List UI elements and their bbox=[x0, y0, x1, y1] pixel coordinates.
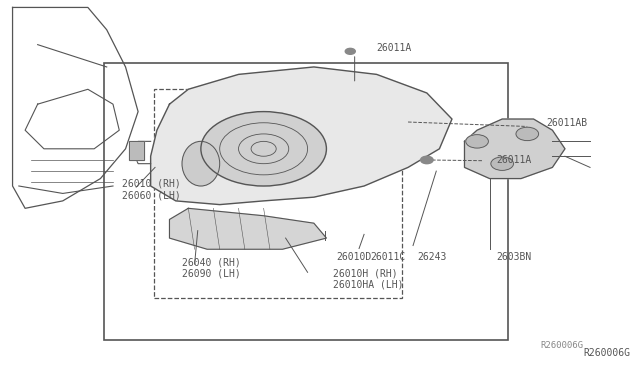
Text: R260006G: R260006G bbox=[541, 341, 584, 350]
Text: 26010 (RH)
26060 (LH): 26010 (RH) 26060 (LH) bbox=[122, 179, 181, 201]
Circle shape bbox=[491, 157, 513, 170]
Circle shape bbox=[201, 112, 326, 186]
Polygon shape bbox=[170, 208, 326, 249]
Bar bbox=[154, 89, 402, 298]
Text: 26010H (RH)
26010HA (LH): 26010H (RH) 26010HA (LH) bbox=[333, 268, 403, 290]
Circle shape bbox=[345, 48, 355, 54]
Text: 26011A: 26011A bbox=[376, 44, 412, 53]
Text: 26011A: 26011A bbox=[496, 155, 531, 165]
Text: 26010D: 26010D bbox=[336, 252, 371, 262]
Circle shape bbox=[420, 156, 433, 164]
Text: 26040 (RH)
26090 (LH): 26040 (RH) 26090 (LH) bbox=[182, 257, 241, 279]
Text: 26011C: 26011C bbox=[371, 252, 406, 262]
Polygon shape bbox=[150, 67, 452, 205]
Bar bbox=[129, 141, 145, 160]
Text: 26243: 26243 bbox=[417, 252, 447, 262]
Bar bbox=[104, 63, 508, 340]
Circle shape bbox=[466, 135, 488, 148]
Text: R260006G: R260006G bbox=[584, 349, 631, 358]
Bar bbox=[129, 141, 145, 160]
Ellipse shape bbox=[182, 141, 220, 186]
Circle shape bbox=[516, 127, 539, 141]
Text: 2603BN: 2603BN bbox=[496, 252, 531, 262]
Text: 26011AB: 26011AB bbox=[546, 118, 588, 128]
Polygon shape bbox=[465, 119, 565, 179]
